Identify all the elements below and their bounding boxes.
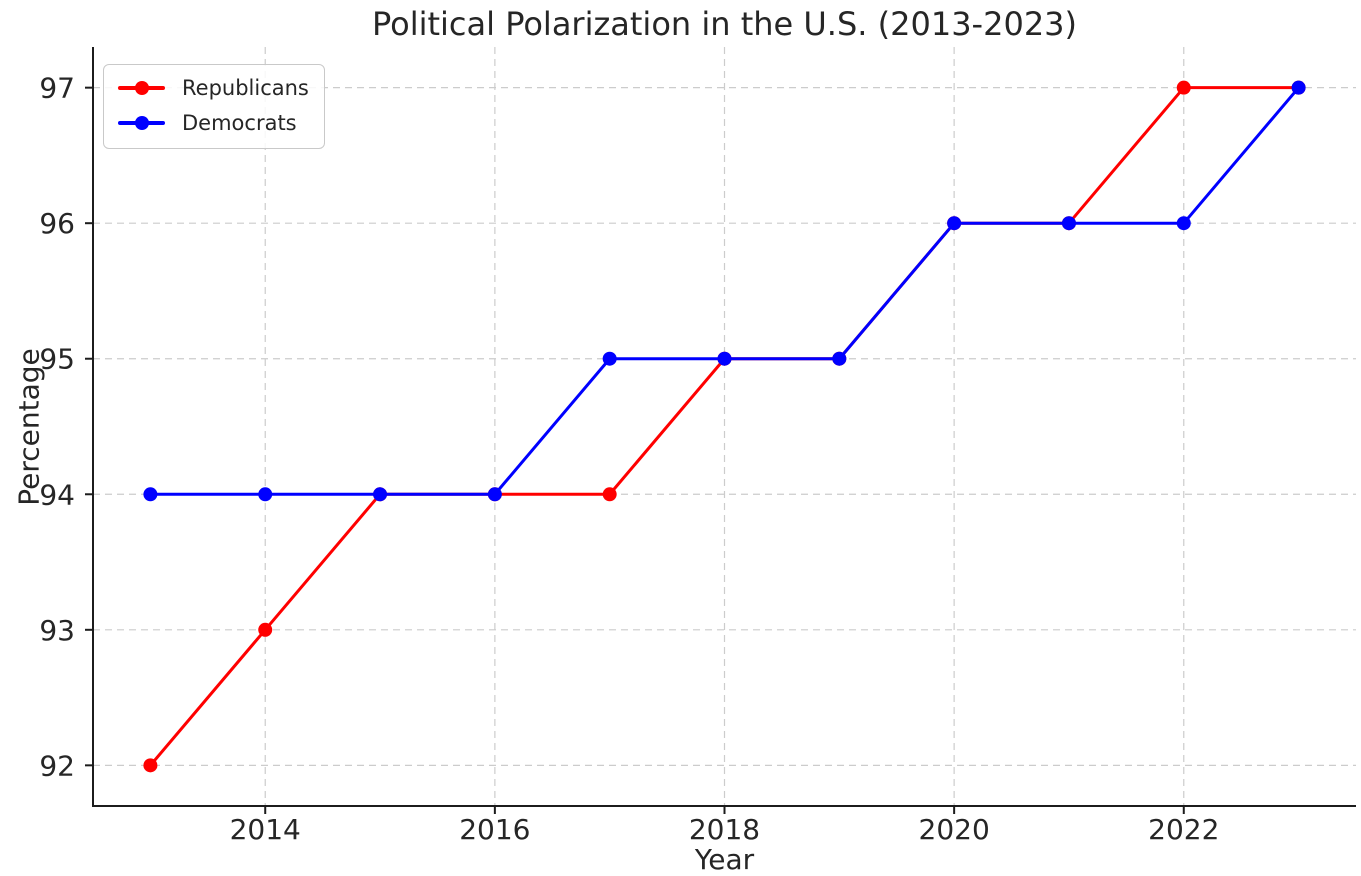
- data-point-democrats-2020: [947, 216, 962, 231]
- x-tick-label: 2014: [230, 813, 301, 846]
- y-tick-label: 96: [39, 207, 75, 240]
- legend-republicans-marker-icon: [134, 81, 149, 95]
- data-point-democrats-2019: [832, 351, 847, 366]
- y-tick-label: 94: [39, 478, 75, 511]
- x-tick-label: 2018: [689, 813, 760, 846]
- y-axis-label: Percentage: [12, 348, 46, 506]
- data-point-democrats-2022: [1176, 216, 1191, 231]
- data-point-republicans-2014: [258, 622, 273, 637]
- data-point-democrats-2015: [373, 487, 388, 502]
- legend: Republicans Democrats: [103, 64, 325, 149]
- legend-democrats-line-icon: [118, 116, 165, 130]
- x-tick-label: 2020: [919, 813, 990, 846]
- y-tick-label: 92: [39, 749, 75, 782]
- legend-item-republicans: Republicans: [118, 72, 309, 104]
- data-point-democrats-2023: [1291, 80, 1306, 95]
- data-point-republicans-2013: [143, 758, 158, 773]
- y-tick-label: 95: [39, 343, 75, 376]
- x-tick-label: 2022: [1148, 813, 1219, 846]
- data-point-republicans-2022: [1176, 80, 1191, 95]
- legend-label-democrats: Democrats: [182, 111, 297, 135]
- data-point-democrats-2018: [717, 351, 732, 366]
- data-point-republicans-2017: [602, 487, 617, 502]
- data-point-democrats-2021: [1061, 216, 1076, 231]
- x-axis-label: Year: [694, 843, 755, 876]
- data-point-democrats-2014: [258, 487, 273, 502]
- chart-title: Political Polarization in the U.S. (2013…: [371, 5, 1078, 43]
- legend-democrats-marker-icon: [134, 116, 149, 130]
- y-tick-label: 97: [39, 72, 75, 105]
- data-point-democrats-2016: [487, 487, 502, 502]
- y-tick-label: 93: [39, 614, 75, 647]
- legend-label-republicans: Republicans: [182, 76, 309, 100]
- data-point-democrats-2017: [602, 351, 617, 366]
- data-point-democrats-2013: [143, 487, 158, 502]
- legend-republicans-line-icon: [118, 81, 165, 95]
- x-tick-label: 2016: [459, 813, 530, 846]
- legend-item-democrats: Democrats: [118, 107, 309, 139]
